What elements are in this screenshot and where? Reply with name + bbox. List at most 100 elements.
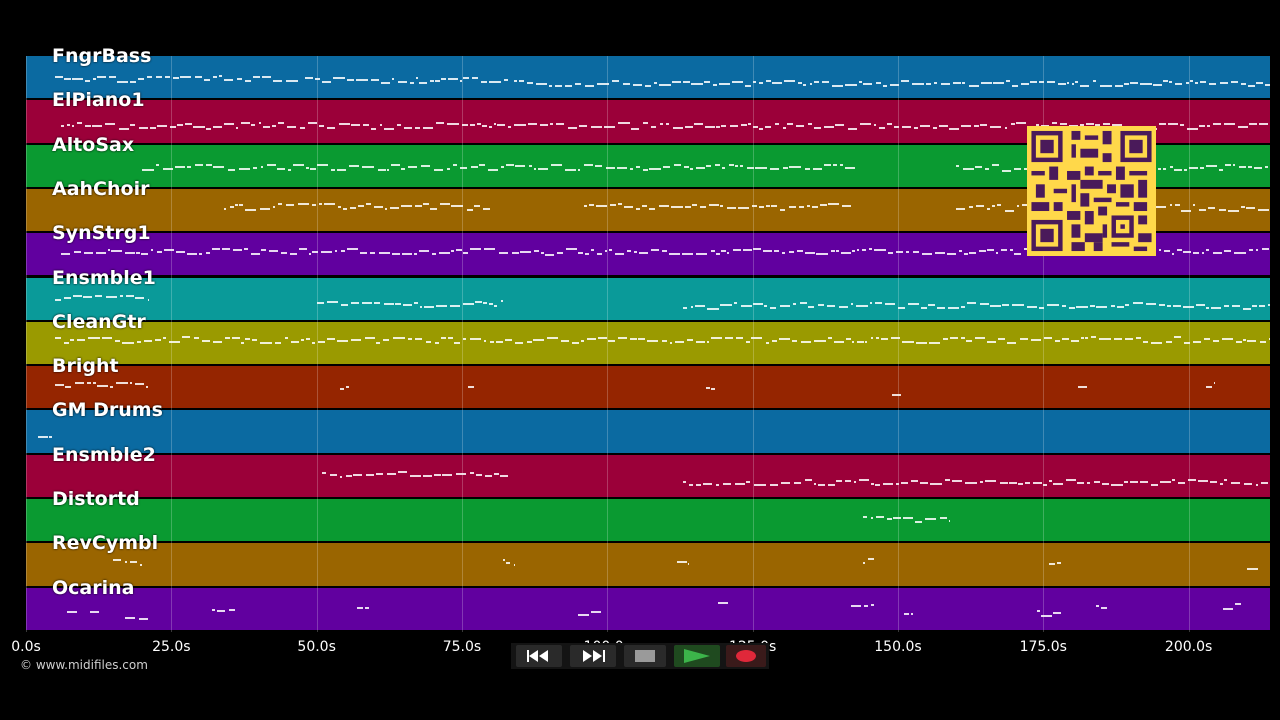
midi-note: [83, 295, 92, 298]
midi-note: [116, 80, 129, 83]
midi-note: [1261, 248, 1269, 251]
lane-divider: [26, 408, 1270, 411]
midi-note: [222, 247, 231, 250]
midi-note: [1123, 83, 1129, 86]
midi-note: [1258, 208, 1269, 211]
midi-note: [346, 79, 355, 82]
midi-note: [453, 164, 458, 167]
midi-note: [766, 204, 770, 207]
midi-note: [327, 126, 335, 129]
midi-note: [1197, 479, 1209, 482]
midi-note: [420, 165, 431, 168]
midi-note: [1089, 304, 1096, 307]
midi-note: [889, 83, 900, 86]
midi-note: [694, 305, 706, 308]
midi-note: [353, 473, 363, 476]
midi-note: [1234, 603, 1241, 606]
midi-note: [978, 250, 986, 253]
midi-note: [430, 79, 434, 82]
midi-note: [514, 124, 526, 127]
midi-note: [447, 122, 460, 125]
midi-note: [1070, 340, 1080, 343]
midi-note: [92, 124, 102, 127]
midi-note: [1188, 479, 1197, 482]
midi-note: [986, 207, 990, 210]
midi-note: [642, 168, 648, 171]
midi-note: [547, 337, 558, 340]
midi-note: [423, 474, 433, 477]
midi-note: [455, 472, 467, 475]
midi-note: [730, 125, 738, 128]
midi-note: [469, 471, 475, 474]
play-button[interactable]: [674, 645, 720, 667]
midi-note: [408, 165, 418, 168]
midi-note: [1157, 167, 1162, 170]
record-button[interactable]: [726, 645, 766, 667]
midi-note: [595, 205, 607, 208]
midi-note: [1150, 484, 1158, 487]
midi-note: [55, 337, 62, 340]
midi-note: [753, 248, 761, 251]
midi-note: [770, 306, 776, 309]
fast-forward-button[interactable]: [570, 645, 616, 667]
midi-note: [753, 80, 757, 83]
midi-note: [336, 168, 347, 171]
midi-note: [706, 387, 710, 390]
midi-note: [1206, 164, 1218, 167]
midi-note: [765, 79, 772, 82]
midi-note: [1124, 303, 1129, 306]
midi-note: [415, 77, 419, 80]
midi-note: [876, 81, 882, 84]
midi-note: [245, 338, 250, 341]
midi-note: [974, 124, 979, 127]
midi-note: [940, 82, 951, 85]
midi-note: [360, 251, 367, 254]
midi-note: [308, 122, 318, 125]
midi-note: [836, 479, 842, 482]
midi-note: [895, 483, 899, 486]
midi-note: [349, 207, 357, 210]
midi-note: [869, 248, 872, 251]
midi-note: [251, 123, 255, 126]
midi-note: [107, 248, 110, 251]
midi-note: [461, 124, 469, 127]
midi-note: [754, 484, 766, 487]
midi-note: [550, 122, 553, 125]
midi-note: [725, 336, 733, 339]
midi-note: [1175, 204, 1180, 207]
midi-note: [1140, 83, 1152, 86]
midi-note: [883, 85, 887, 88]
midi-note: [448, 77, 459, 80]
midi-note: [835, 123, 845, 126]
midi-note: [920, 307, 927, 310]
midi-note: [156, 164, 159, 167]
midi-note: [124, 560, 128, 563]
midi-note: [323, 202, 335, 205]
rewind-button[interactable]: [516, 645, 562, 667]
transport-controls: [511, 643, 769, 669]
midi-note: [914, 127, 918, 130]
midi-note: [305, 76, 313, 79]
midi-note: [211, 247, 220, 250]
midi-note: [1021, 82, 1030, 85]
midi-note: [903, 517, 914, 520]
midi-note: [1214, 381, 1216, 384]
midi-note: [974, 336, 985, 339]
midi-note: [300, 127, 306, 130]
midi-note: [340, 304, 349, 307]
midi-note: [111, 249, 122, 252]
midi-note: [240, 342, 244, 345]
midi-note: [533, 338, 545, 341]
midi-note: [651, 126, 656, 129]
midi-note: [271, 124, 277, 127]
midi-note: [287, 126, 297, 129]
midi-note: [737, 206, 750, 209]
midi-note: [287, 169, 292, 172]
midi-note: [912, 251, 919, 254]
midi-note: [213, 76, 217, 79]
midi-note: [1186, 127, 1199, 130]
stop-button[interactable]: [624, 645, 666, 667]
midi-note: [1016, 204, 1020, 207]
gridline: [461, 56, 463, 632]
midi-note: [139, 617, 149, 620]
